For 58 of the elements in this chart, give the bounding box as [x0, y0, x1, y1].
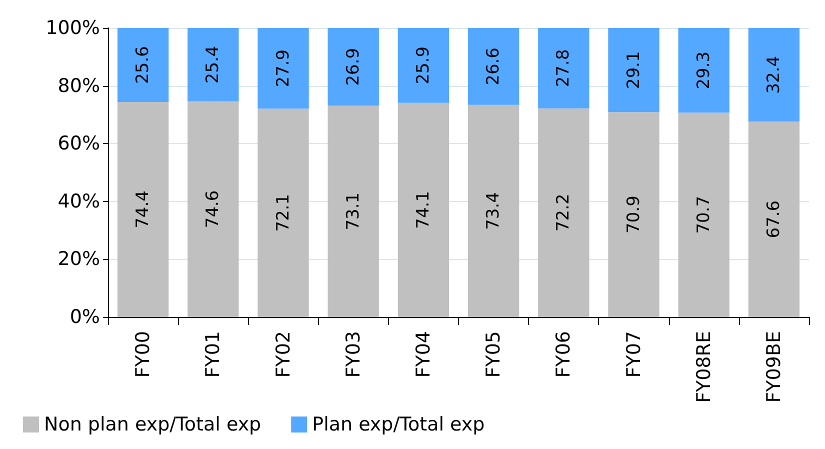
x-tick-label: FY03 — [342, 331, 364, 378]
bar — [117, 28, 169, 102]
legend-label: Non plan exp/Total exp — [44, 414, 262, 436]
bar — [468, 104, 520, 317]
bar — [608, 112, 660, 317]
data-label: 74.6 — [203, 190, 224, 228]
bar — [468, 28, 520, 105]
data-label: 25.4 — [203, 46, 224, 84]
bar — [748, 28, 800, 122]
bar — [328, 106, 379, 317]
data-label: 67.6 — [764, 200, 784, 238]
bar — [748, 122, 800, 317]
data-label: 29.1 — [624, 51, 644, 89]
y-tick-label: 100% — [46, 17, 100, 39]
bar — [258, 28, 309, 109]
legend-label: Plan exp/Total exp — [312, 414, 485, 436]
bar — [188, 101, 239, 317]
x-tick-label: FY02 — [272, 331, 294, 378]
x-tick-label: FY09BE — [762, 331, 785, 403]
bar — [398, 102, 450, 317]
data-label: 27.8 — [554, 49, 574, 88]
data-label: 70.9 — [624, 196, 644, 234]
bar — [398, 28, 450, 103]
data-label: 25.6 — [133, 46, 154, 84]
data-label: 29.3 — [694, 51, 714, 90]
data-label: 73.1 — [343, 192, 364, 230]
x-tick-label: FY01 — [202, 331, 224, 378]
data-label: 74.4 — [133, 190, 154, 228]
bar — [678, 112, 730, 317]
data-label: 74.1 — [413, 190, 434, 229]
bar — [117, 102, 169, 317]
x-tick-label: FY04 — [412, 331, 434, 378]
y-tick-label: 40% — [58, 190, 100, 212]
y-tick-label: 80% — [58, 74, 100, 97]
bar — [258, 108, 309, 317]
x-tick-label: FY05 — [482, 331, 505, 378]
y-tick-label: 60% — [58, 132, 100, 155]
x-tick-label: FY00 — [132, 331, 154, 378]
bar — [608, 28, 660, 112]
y-tick-label: 20% — [58, 248, 100, 270]
data-label: 70.7 — [694, 196, 714, 234]
bar — [328, 28, 379, 106]
data-label: 32.4 — [764, 56, 784, 94]
data-label: 73.4 — [484, 192, 504, 230]
bar — [538, 28, 590, 108]
data-label: 26.6 — [484, 48, 504, 86]
data-label: 72.1 — [273, 194, 294, 232]
x-tick-label: FY07 — [622, 331, 645, 378]
bar — [678, 28, 730, 113]
data-label: 26.9 — [343, 48, 364, 86]
bar — [188, 28, 239, 102]
x-tick-label: FY08RE — [692, 331, 715, 403]
y-tick-label: 0% — [70, 306, 100, 328]
bar — [538, 108, 590, 317]
data-label: 72.2 — [554, 194, 574, 232]
data-label: 27.9 — [273, 49, 294, 88]
x-tick-label: FY06 — [552, 331, 575, 378]
data-label: 25.9 — [413, 46, 434, 84]
